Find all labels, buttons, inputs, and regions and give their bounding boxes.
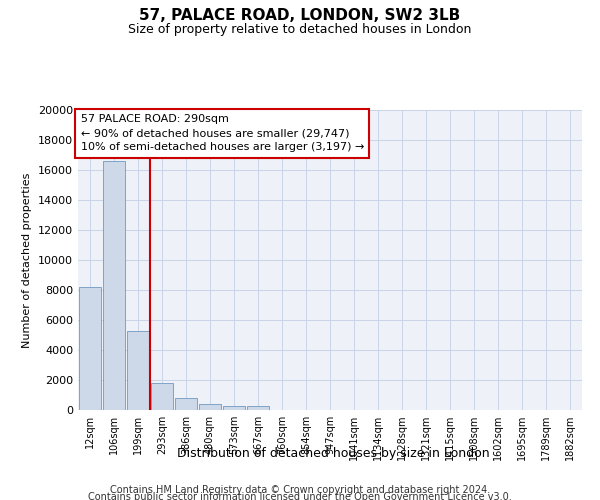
Text: 57 PALACE ROAD: 290sqm
← 90% of detached houses are smaller (29,747)
10% of semi: 57 PALACE ROAD: 290sqm ← 90% of detached…: [80, 114, 364, 152]
Text: Size of property relative to detached houses in London: Size of property relative to detached ho…: [128, 22, 472, 36]
Bar: [199, 404, 221, 410]
Bar: [151, 383, 173, 410]
Bar: [127, 330, 149, 410]
Bar: [247, 406, 269, 410]
Text: Contains public sector information licensed under the Open Government Licence v3: Contains public sector information licen…: [88, 492, 512, 500]
Y-axis label: Number of detached properties: Number of detached properties: [22, 172, 32, 348]
Bar: [79, 287, 101, 410]
Bar: [223, 406, 245, 410]
Text: Contains HM Land Registry data © Crown copyright and database right 2024.: Contains HM Land Registry data © Crown c…: [110, 485, 490, 495]
Text: Distribution of detached houses by size in London: Distribution of detached houses by size …: [176, 448, 490, 460]
Text: 57, PALACE ROAD, LONDON, SW2 3LB: 57, PALACE ROAD, LONDON, SW2 3LB: [139, 8, 461, 22]
Bar: [175, 398, 197, 410]
Bar: [103, 161, 125, 410]
